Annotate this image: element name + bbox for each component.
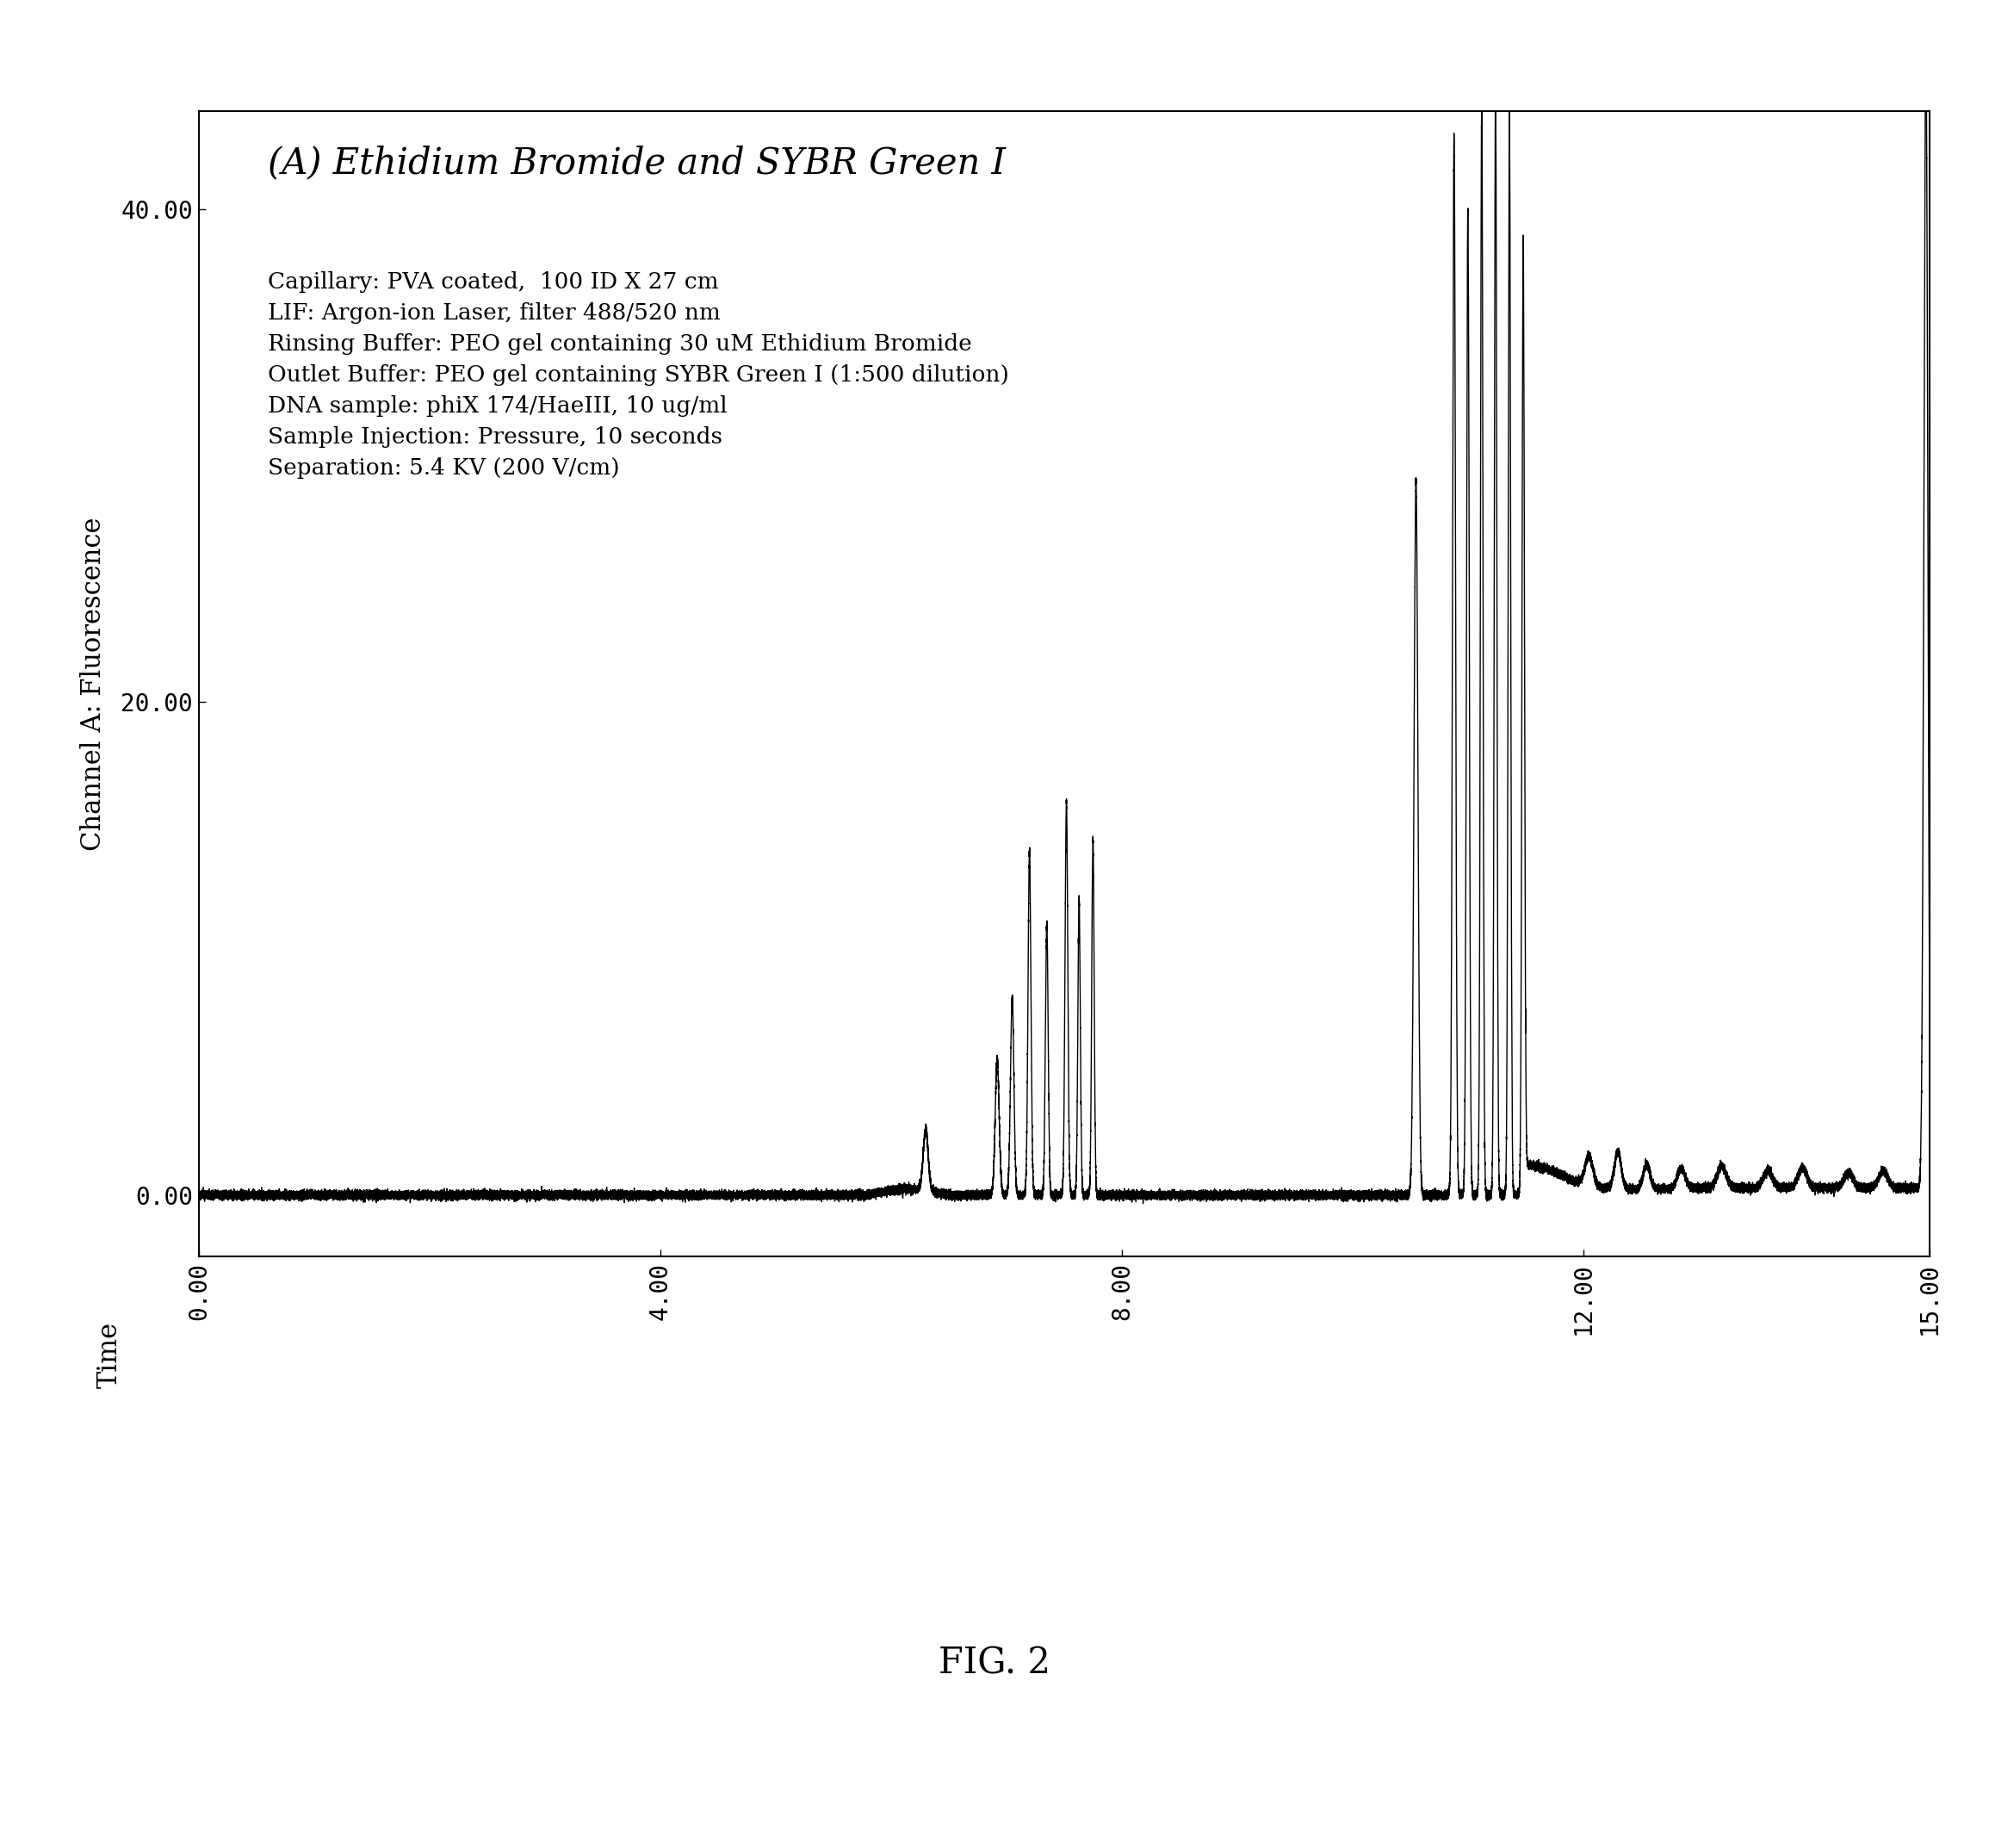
Text: FIG. 2: FIG. 2 <box>939 1645 1050 1682</box>
Text: Capillary: PVA coated,  100 ID X 27 cm
LIF: Argon-ion Laser, filter 488/520 nm
R: Capillary: PVA coated, 100 ID X 27 cm LI… <box>269 272 1008 479</box>
Text: Time: Time <box>95 1321 123 1388</box>
Y-axis label: Channel A: Fluorescence: Channel A: Fluorescence <box>80 517 107 850</box>
Text: (A) Ethidium Bromide and SYBR Green I: (A) Ethidium Bromide and SYBR Green I <box>269 146 1006 181</box>
